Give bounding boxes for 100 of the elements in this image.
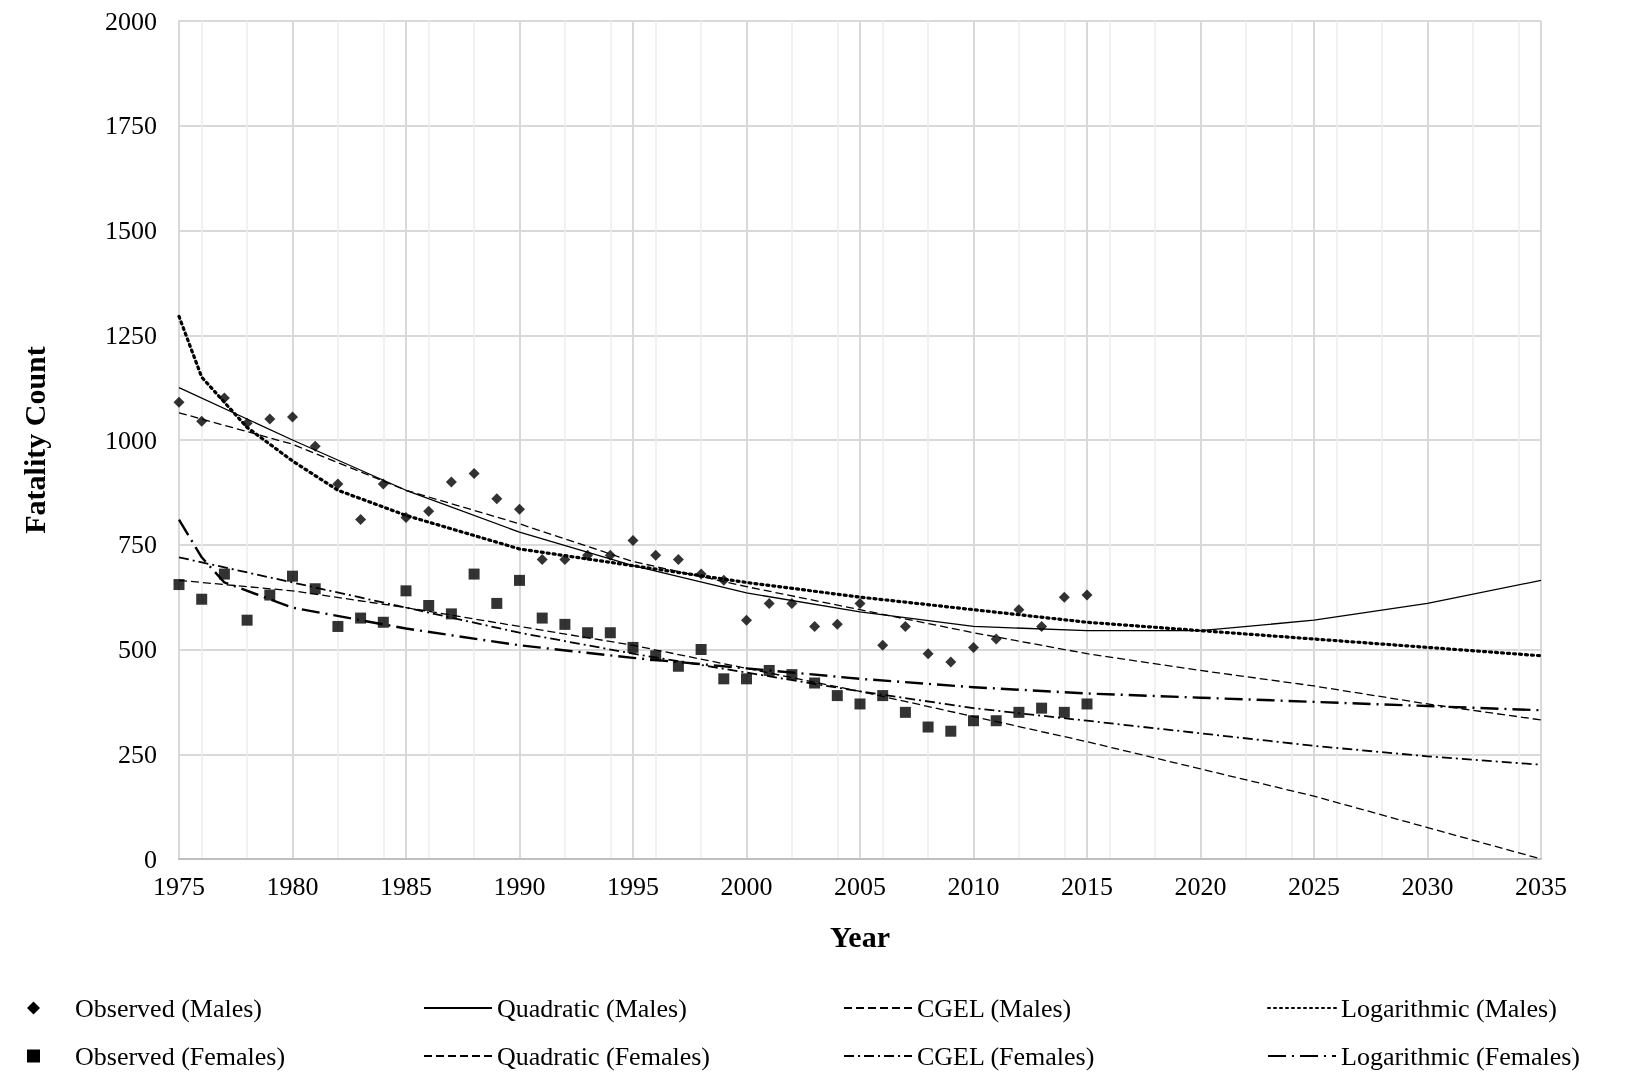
legend-label: CGEL (Males) — [917, 993, 1072, 1023]
y-tick-label: 1500 — [105, 216, 157, 245]
y-tick-label: 250 — [118, 739, 157, 769]
point — [741, 673, 752, 685]
y-tick-label: 500 — [118, 635, 157, 664]
point — [650, 549, 662, 561]
point — [264, 413, 276, 425]
point — [1058, 706, 1070, 718]
point — [672, 660, 684, 672]
point — [877, 690, 889, 702]
point — [423, 600, 435, 612]
point — [763, 664, 775, 676]
x-tick-label: 2020 — [1174, 871, 1227, 901]
point — [831, 618, 843, 630]
y-tick-label: 1250 — [105, 320, 157, 350]
point — [922, 721, 934, 733]
x-tick-label: 2010 — [947, 871, 1000, 901]
point — [514, 503, 525, 515]
point — [559, 618, 571, 630]
point — [377, 478, 389, 490]
point — [990, 715, 1002, 727]
x-tick-label: 1995 — [607, 871, 659, 901]
point — [582, 627, 594, 639]
point — [491, 597, 503, 609]
point — [332, 478, 344, 490]
point — [604, 627, 616, 639]
y-tick-label: 750 — [118, 530, 157, 560]
point — [672, 553, 684, 565]
point — [400, 585, 412, 597]
legend-label: Logarithmic (Males) — [1341, 993, 1557, 1023]
point — [786, 597, 798, 609]
point — [445, 608, 457, 620]
point — [968, 641, 979, 653]
legend-label: Observed (Females) — [75, 1041, 286, 1071]
point — [536, 553, 548, 565]
point — [400, 512, 412, 524]
point — [309, 440, 321, 452]
x-axis-title: Year — [830, 919, 890, 953]
point — [377, 616, 389, 628]
point — [264, 589, 276, 601]
point — [741, 614, 752, 626]
point — [1013, 706, 1025, 718]
point — [1036, 620, 1048, 632]
point — [899, 620, 911, 632]
point — [899, 706, 911, 718]
point — [173, 579, 185, 591]
point — [786, 669, 798, 681]
point — [1058, 591, 1070, 603]
point — [1081, 589, 1093, 601]
legend-label: Logarithmic (Females) — [1341, 1041, 1580, 1071]
point — [491, 493, 503, 505]
point — [196, 415, 208, 427]
point — [468, 468, 480, 480]
point — [604, 549, 616, 561]
point — [809, 677, 821, 689]
x-tick-label: 1975 — [153, 871, 205, 901]
point — [309, 583, 321, 595]
x-tick-label: 2000 — [720, 871, 773, 901]
point — [877, 639, 889, 651]
y-tick-label: 0 — [144, 844, 157, 874]
y-tick-label: 2000 — [105, 6, 157, 36]
point — [718, 574, 730, 586]
x-tick-label: 2015 — [1061, 871, 1113, 901]
x-tick-label: 1985 — [380, 871, 432, 901]
point — [514, 574, 525, 586]
point — [695, 568, 707, 580]
point — [1081, 698, 1093, 710]
point — [627, 535, 639, 547]
point — [831, 690, 843, 702]
point — [218, 392, 230, 404]
point — [922, 648, 934, 660]
point — [196, 593, 208, 605]
point — [445, 476, 457, 488]
point — [559, 553, 571, 565]
point — [241, 614, 253, 626]
point — [1036, 702, 1048, 714]
point — [355, 612, 367, 624]
x-tick-label: 2035 — [1515, 871, 1567, 901]
y-tick-label: 1750 — [105, 111, 157, 141]
point — [854, 698, 866, 710]
x-tick-label: 1990 — [493, 871, 546, 901]
point — [990, 633, 1002, 645]
legend-label: Quadratic (Males) — [497, 993, 687, 1023]
point — [945, 725, 957, 737]
point — [695, 644, 707, 655]
point — [287, 570, 298, 582]
x-tick-label: 2005 — [834, 871, 886, 901]
point — [468, 568, 480, 580]
point — [218, 568, 230, 580]
point — [355, 514, 367, 526]
point — [582, 549, 594, 561]
legend-label: CGEL (Females) — [917, 1041, 1095, 1071]
legend-label: Observed (Males) — [75, 993, 262, 1023]
point — [423, 505, 435, 517]
point — [173, 396, 185, 408]
y-tick-label: 1000 — [105, 425, 157, 455]
point — [241, 417, 253, 429]
point — [627, 641, 639, 653]
point — [809, 620, 821, 632]
point — [332, 620, 344, 632]
